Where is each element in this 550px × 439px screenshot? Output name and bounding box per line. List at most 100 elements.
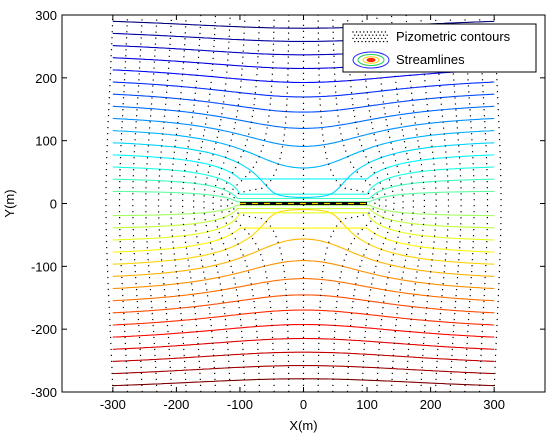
legend-dot xyxy=(372,40,374,43)
legend-dot xyxy=(382,34,385,36)
legend-dot xyxy=(384,31,387,33)
piezometric-contour xyxy=(212,15,246,392)
y-tick-label: -200 xyxy=(31,322,57,337)
axes: -300 -200 -100 0 100 200 300 -300 -200 -100 0 100 20… xyxy=(2,8,546,433)
legend-dot xyxy=(370,37,372,40)
legend-dot xyxy=(363,37,365,40)
streamline xyxy=(112,227,495,253)
legend-dot xyxy=(377,31,379,33)
legend-swatch-piezometric xyxy=(352,31,388,43)
streamline xyxy=(112,365,495,375)
legend-dot xyxy=(354,34,356,36)
legend-swatch-streamlines xyxy=(352,51,390,69)
legend-dot xyxy=(379,34,381,36)
streamline xyxy=(112,378,495,387)
legend-dot xyxy=(372,34,374,36)
legend-dot xyxy=(355,37,358,40)
legend-dot xyxy=(379,40,381,43)
streamline xyxy=(112,69,495,84)
x-tick-label: 0 xyxy=(300,397,307,412)
legend-dot xyxy=(381,37,383,40)
streamline xyxy=(112,337,495,350)
streamline xyxy=(112,323,495,338)
legend-dot xyxy=(364,34,367,36)
legend-dot xyxy=(373,37,376,40)
piezometric-contour xyxy=(231,15,290,392)
y-tick-label: 300 xyxy=(35,8,57,23)
piezometric-contour xyxy=(376,15,404,392)
legend-dot xyxy=(357,40,360,43)
y-tick-label: 200 xyxy=(35,71,57,86)
legend-dot xyxy=(377,37,379,40)
x-tick-label: 200 xyxy=(420,397,442,412)
legend-dot xyxy=(384,37,387,40)
legend-dot xyxy=(368,40,370,43)
legend-dot xyxy=(363,31,365,33)
streamline xyxy=(112,142,495,198)
streamline xyxy=(112,105,495,129)
legend-dot xyxy=(361,40,363,43)
streamline xyxy=(112,130,495,169)
piezometric-contour xyxy=(181,15,202,392)
x-tick-label: -200 xyxy=(163,397,189,412)
streamline xyxy=(112,207,495,229)
legend-dot xyxy=(375,40,378,43)
piezometric-contour xyxy=(203,15,231,392)
legend-ring xyxy=(366,57,376,63)
legend-ring xyxy=(357,54,385,66)
piezometric-contour xyxy=(317,15,376,392)
legend-dot xyxy=(366,31,369,33)
legend: Pizometric contours Streamlines xyxy=(342,23,537,73)
legend-dot xyxy=(352,31,354,33)
legend-dot xyxy=(354,40,356,43)
legend-dot xyxy=(359,31,361,33)
streamline xyxy=(112,309,495,326)
piezometric-contour xyxy=(193,15,217,392)
streamline xyxy=(112,166,495,195)
legend-dot xyxy=(366,37,369,40)
legend-dot xyxy=(355,31,358,33)
x-tick-label: -100 xyxy=(227,397,253,412)
piezometric-contour xyxy=(118,15,129,392)
legend-dot xyxy=(357,34,360,36)
y-tick-label: -300 xyxy=(31,385,57,400)
streamline xyxy=(112,178,495,200)
streamline xyxy=(112,190,495,203)
streamline xyxy=(112,93,495,113)
y-axis-label: Y(m) xyxy=(2,189,17,217)
legend-label-piezometric: Pizometric contours xyxy=(396,29,511,44)
streamline xyxy=(112,209,495,265)
x-axis-label: X(m) xyxy=(289,418,317,433)
streamline xyxy=(112,351,495,362)
streamline xyxy=(112,117,495,147)
legend-ring xyxy=(362,56,380,64)
streamline xyxy=(112,278,495,302)
legend-dot xyxy=(364,40,367,43)
legend-dot xyxy=(382,40,385,43)
streamline xyxy=(112,204,495,217)
legend-dot xyxy=(386,40,388,43)
piezometric-contour xyxy=(105,15,114,392)
legend-dot xyxy=(368,34,370,36)
streamline xyxy=(112,260,495,290)
legend-dot xyxy=(373,31,376,33)
legend-dot xyxy=(352,37,354,40)
piezometric-contours-group xyxy=(105,15,502,392)
legend-dot xyxy=(370,31,372,33)
legend-ring xyxy=(352,51,390,69)
x-tick-label: -300 xyxy=(100,397,126,412)
legend-dot xyxy=(359,37,361,40)
legend-dot xyxy=(361,34,363,36)
legend-dot xyxy=(381,31,383,33)
streamline xyxy=(112,154,495,180)
y-tick-label: -100 xyxy=(31,259,57,274)
streamline xyxy=(112,81,495,98)
piezometric-contour xyxy=(361,15,395,392)
streamline xyxy=(112,212,495,241)
legend-dot xyxy=(375,34,378,36)
plot-area xyxy=(105,15,502,392)
x-tick-label: 100 xyxy=(356,397,378,412)
x-tick-label: 300 xyxy=(483,397,505,412)
piezometric-contour xyxy=(157,15,173,392)
